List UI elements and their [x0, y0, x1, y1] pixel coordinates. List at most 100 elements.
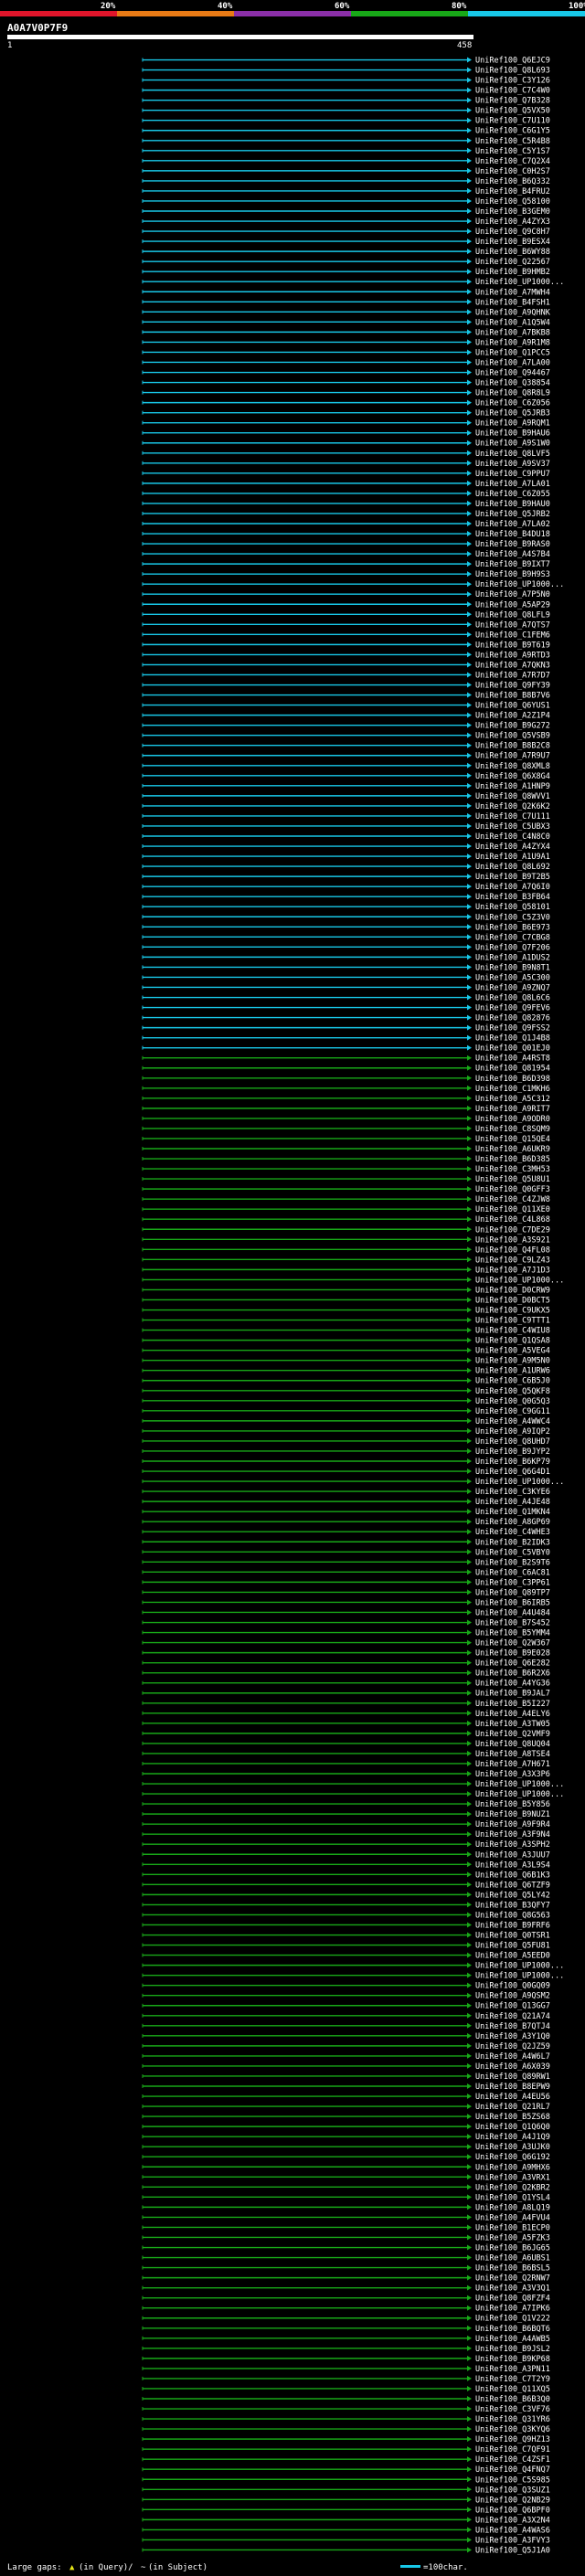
hit-label[interactable]: UniRef100_Q8XML8 — [475, 762, 550, 771]
hit-label[interactable]: UniRef100_A9ODR0 — [475, 1115, 550, 1124]
hit-label[interactable]: UniRef100_A4RST8 — [475, 1055, 550, 1064]
hit-label[interactable]: UniRef100_B8B7V6 — [475, 692, 550, 701]
hit-label[interactable]: UniRef100_Q0G5Q3 — [475, 1397, 550, 1406]
hit-label[interactable]: UniRef100_C7C4W0 — [475, 87, 550, 96]
hit-label[interactable]: UniRef100_A1Q5W4 — [475, 318, 550, 327]
hit-label[interactable]: UniRef100_A3S921 — [475, 1235, 550, 1245]
hit-label[interactable]: UniRef100_Q2KBR2 — [475, 2183, 550, 2192]
hit-label[interactable]: UniRef100_Q1MKN4 — [475, 1508, 550, 1517]
hit-label[interactable]: UniRef100_B6BSL5 — [475, 2264, 550, 2274]
hit-label[interactable]: UniRef100_C9PPU7 — [475, 470, 550, 479]
hit-label[interactable]: UniRef100_C4N8C0 — [475, 832, 550, 842]
hit-label[interactable]: UniRef100_A1HNP9 — [475, 782, 550, 791]
hit-label[interactable]: UniRef100_B3FB64 — [475, 893, 550, 902]
hit-label[interactable]: UniRef100_Q3KYQ6 — [475, 2425, 550, 2434]
hit-label[interactable]: UniRef100_B9KP68 — [475, 2355, 550, 2364]
hit-label[interactable]: UniRef100_C3KYE6 — [475, 1488, 550, 1497]
hit-label[interactable]: UniRef100_Q3SUZ1 — [475, 2486, 550, 2495]
hit-label[interactable]: UniRef100_A4ELY6 — [475, 1710, 550, 1719]
hit-label[interactable]: UniRef100_C5S985 — [475, 2475, 550, 2485]
hit-label[interactable]: UniRef100_C9LZ43 — [475, 1256, 550, 1265]
hit-label[interactable]: UniRef100_B5YMM4 — [475, 1629, 550, 1638]
hit-label[interactable]: UniRef100_B6E973 — [475, 923, 550, 932]
hit-label[interactable]: UniRef100_C7QF91 — [475, 2445, 550, 2454]
hit-label[interactable]: UniRef100_A5AP29 — [475, 600, 550, 610]
hit-label[interactable]: UniRef100_Q6EJC9 — [475, 57, 550, 66]
hit-label[interactable]: UniRef100_B6Q332 — [475, 177, 550, 186]
hit-label[interactable]: UniRef100_C3VF76 — [475, 2405, 550, 2414]
hit-label[interactable]: UniRef100_A9SV37 — [475, 460, 550, 469]
hit-label[interactable]: UniRef100_A3SPH2 — [475, 1840, 550, 1850]
hit-label[interactable]: UniRef100_C3Y126 — [475, 77, 550, 86]
hit-label[interactable]: UniRef100_Q21RL7 — [475, 2103, 550, 2112]
hit-label[interactable]: UniRef100_Q8R8L9 — [475, 389, 550, 398]
hit-label[interactable]: UniRef100_Q31YR6 — [475, 2415, 550, 2424]
hit-label[interactable]: UniRef100_A7QKN3 — [475, 661, 550, 670]
hit-label[interactable]: UniRef100_B9JAL7 — [475, 1690, 550, 1699]
hit-label[interactable]: UniRef100_Q9FSS2 — [475, 1024, 550, 1034]
hit-label[interactable]: UniRef100_A2Z1P4 — [475, 712, 550, 721]
hit-label[interactable]: UniRef100_A4S7B4 — [475, 550, 550, 559]
hit-label[interactable]: UniRef100_A3UJK0 — [475, 2143, 550, 2152]
hit-label[interactable]: UniRef100_A5VEG4 — [475, 1347, 550, 1356]
hit-label[interactable]: UniRef100_Q8UQ04 — [475, 1740, 550, 1749]
hit-label[interactable]: UniRef100_A1DUS2 — [475, 953, 550, 962]
hit-label[interactable]: UniRef100_Q15QE4 — [475, 1135, 550, 1144]
hit-label[interactable]: UniRef100_Q7F206 — [475, 943, 550, 952]
hit-label[interactable]: UniRef100_Q6G4D1 — [475, 1468, 550, 1477]
hit-label[interactable]: UniRef100_A4U484 — [475, 1608, 550, 1617]
hit-label[interactable]: UniRef100_A7LA00 — [475, 358, 550, 367]
hit-label[interactable]: UniRef100_Q8L692 — [475, 863, 550, 872]
hit-label[interactable]: UniRef100_B5I227 — [475, 1700, 550, 1709]
hit-label[interactable]: UniRef100_B6D398 — [475, 1075, 550, 1084]
hit-label[interactable]: UniRef100_A4JE48 — [475, 1498, 550, 1507]
hit-label[interactable]: UniRef100_B9IXT7 — [475, 560, 550, 569]
hit-label[interactable]: UniRef100_B9H9S3 — [475, 570, 550, 579]
hit-label[interactable]: UniRef100_A9QHNK — [475, 308, 551, 317]
hit-label[interactable]: UniRef100_A8TSE4 — [475, 1750, 550, 1759]
hit-label[interactable]: UniRef100_Q9FEV6 — [475, 1004, 550, 1013]
hit-label[interactable]: UniRef100_A9RTD3 — [475, 651, 550, 660]
hit-label[interactable]: UniRef100_C7U110 — [475, 117, 550, 126]
hit-label[interactable]: UniRef100_UP1000... — [475, 1478, 564, 1487]
hit-label[interactable]: UniRef100_C3MH53 — [475, 1165, 550, 1174]
hit-label[interactable]: UniRef100_A3VRX1 — [475, 2173, 550, 2182]
hit-label[interactable]: UniRef100_C1FEM6 — [475, 631, 550, 640]
hit-label[interactable]: UniRef100_Q01EJ0 — [475, 1044, 550, 1054]
hit-label[interactable]: UniRef100_C9UKX5 — [475, 1307, 550, 1316]
hit-label[interactable]: UniRef100_A7J1D3 — [475, 1266, 550, 1275]
hit-label[interactable]: UniRef100_B9NUZ1 — [475, 1810, 550, 1819]
hit-label[interactable]: UniRef100_Q5VSB9 — [475, 732, 550, 741]
hit-label[interactable]: UniRef100_A7LA01 — [475, 480, 550, 489]
hit-label[interactable]: UniRef100_Q81954 — [475, 1065, 550, 1074]
hit-label[interactable]: UniRef100_B9HMB2 — [475, 268, 550, 277]
hit-label[interactable]: UniRef100_Q21A74 — [475, 2012, 550, 2021]
hit-label[interactable]: UniRef100_B9JYP2 — [475, 1447, 550, 1457]
hit-label[interactable]: UniRef100_B6D385 — [475, 1155, 550, 1164]
hit-label[interactable]: UniRef100_Q58100 — [475, 197, 550, 207]
hit-label[interactable]: UniRef100_Q94467 — [475, 369, 550, 378]
hit-label[interactable]: UniRef100_B6KP79 — [475, 1458, 550, 1467]
hit-label[interactable]: UniRef100_Q89TP7 — [475, 1588, 550, 1597]
hit-label[interactable]: UniRef100_Q6TZF9 — [475, 1881, 550, 1890]
hit-label[interactable]: UniRef100_Q89RW1 — [475, 2072, 550, 2082]
hit-label[interactable]: UniRef100_Q8WVV1 — [475, 792, 550, 801]
hit-label[interactable]: UniRef100_A7QTS7 — [475, 620, 550, 630]
hit-label[interactable]: UniRef100_A3PN11 — [475, 2365, 550, 2374]
hit-label[interactable]: UniRef100_C5Y1S7 — [475, 147, 550, 156]
hit-label[interactable]: UniRef100_A4W6L7 — [475, 2052, 550, 2062]
hit-label[interactable]: UniRef100_A9RQM1 — [475, 419, 550, 429]
hit-label[interactable]: UniRef100_Q0GFF3 — [475, 1185, 550, 1194]
hit-label[interactable]: UniRef100_B5Y856 — [475, 1800, 550, 1809]
hit-label[interactable]: UniRef100_Q1QSA8 — [475, 1337, 550, 1346]
hit-label[interactable]: UniRef100_A4J1Q9 — [475, 2133, 550, 2142]
hit-label[interactable]: UniRef100_B6R2X6 — [475, 1670, 550, 1679]
hit-label[interactable]: UniRef100_A7MWH4 — [475, 288, 550, 297]
hit-label[interactable]: UniRef100_A4EU56 — [475, 2093, 550, 2102]
hit-label[interactable]: UniRef100_Q6X8G4 — [475, 772, 550, 781]
hit-label[interactable]: UniRef100_A9F9R4 — [475, 1820, 550, 1829]
hit-label[interactable]: UniRef100_B8B2C8 — [475, 742, 550, 751]
hit-label[interactable]: UniRef100_C4WHE3 — [475, 1528, 550, 1537]
hit-label[interactable]: UniRef100_Q6BPF0 — [475, 2506, 550, 2515]
hit-label[interactable]: UniRef100_C7U111 — [475, 812, 550, 822]
